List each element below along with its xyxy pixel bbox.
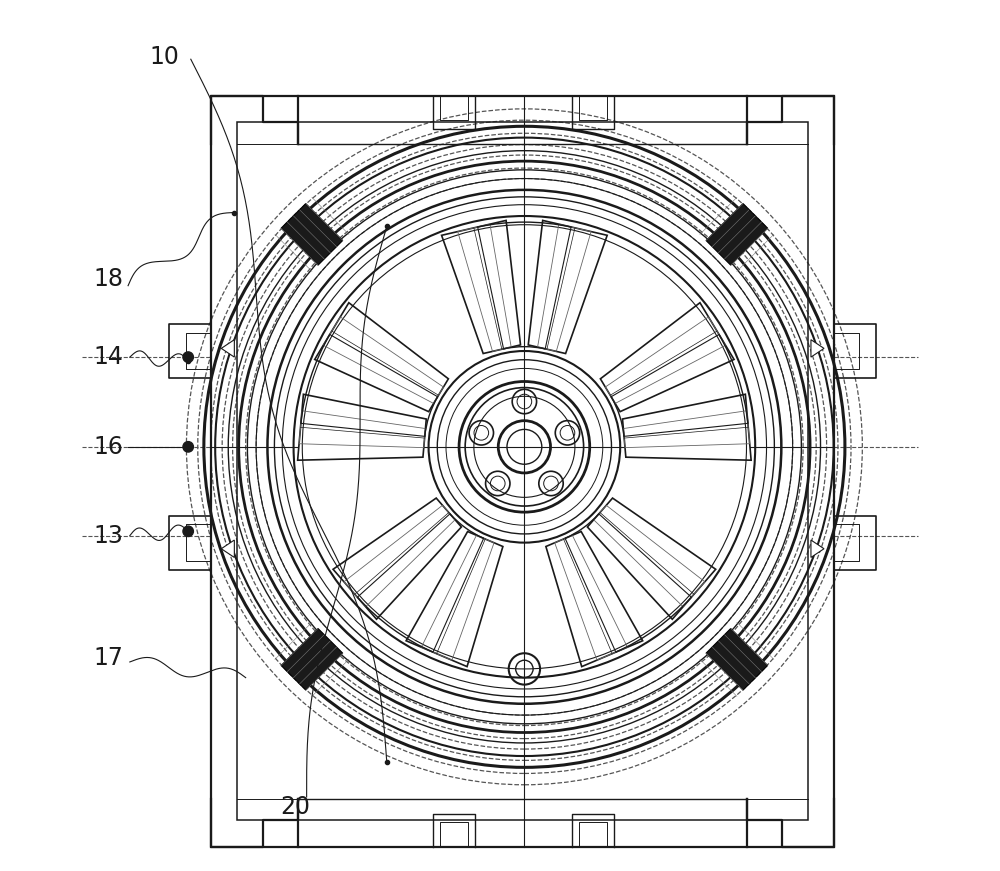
Polygon shape: [587, 498, 716, 619]
Polygon shape: [546, 531, 643, 666]
Polygon shape: [528, 220, 607, 354]
Polygon shape: [811, 540, 824, 557]
Circle shape: [183, 526, 193, 537]
Circle shape: [183, 352, 193, 362]
Polygon shape: [315, 303, 448, 412]
Bar: [237, 122, 808, 820]
Polygon shape: [281, 204, 343, 265]
Text: 13: 13: [93, 523, 123, 548]
Circle shape: [183, 442, 193, 452]
Polygon shape: [281, 629, 343, 690]
Polygon shape: [706, 204, 768, 265]
Polygon shape: [406, 531, 503, 666]
Polygon shape: [623, 395, 751, 460]
Text: 10: 10: [150, 44, 180, 69]
Text: 18: 18: [93, 267, 123, 291]
Text: 14: 14: [93, 345, 123, 369]
Polygon shape: [600, 303, 734, 412]
Polygon shape: [298, 395, 426, 460]
Polygon shape: [811, 340, 824, 357]
Polygon shape: [333, 498, 461, 619]
Polygon shape: [221, 340, 234, 357]
Polygon shape: [706, 629, 768, 690]
Bar: [211, 96, 834, 847]
Polygon shape: [221, 540, 234, 557]
Text: 16: 16: [93, 435, 123, 459]
Text: 17: 17: [93, 645, 123, 670]
Polygon shape: [442, 220, 521, 354]
Text: 20: 20: [280, 795, 310, 820]
